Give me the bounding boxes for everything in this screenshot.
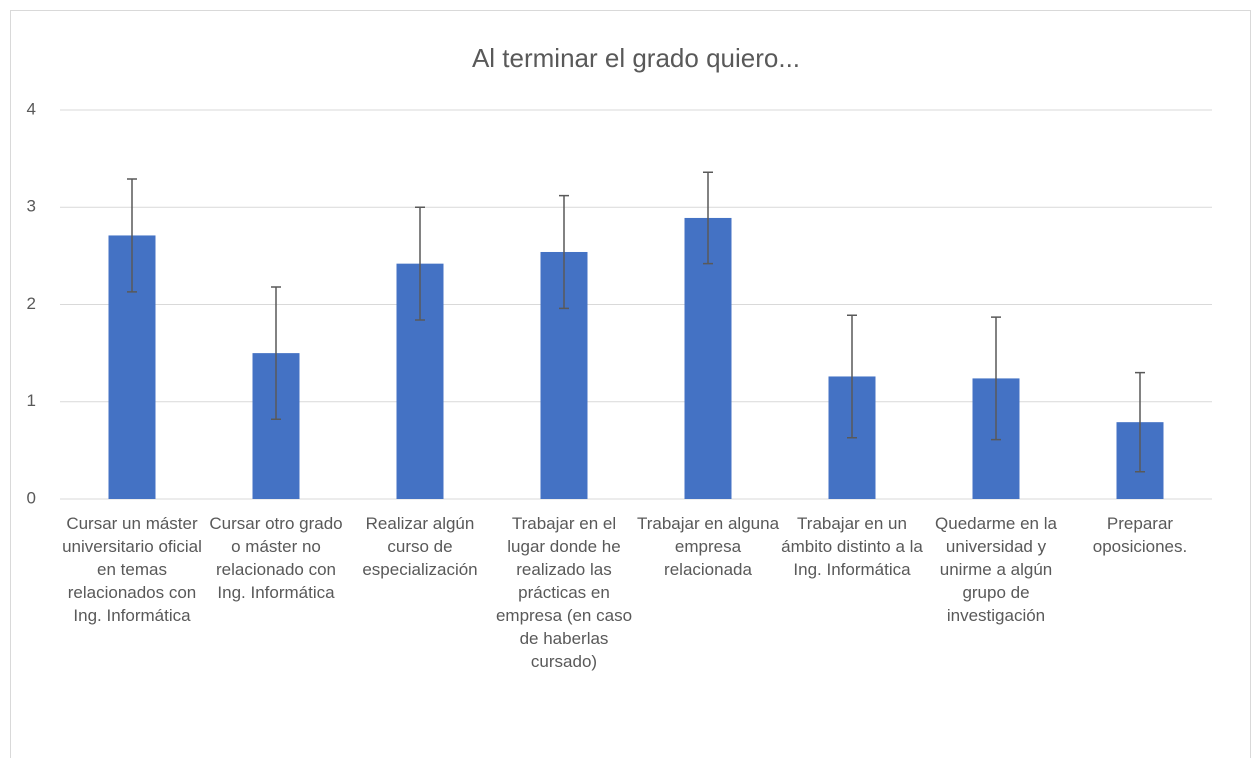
error-bar [703,171,713,265]
y-tick-label: 4 [27,99,36,118]
x-tick-label: Trabajar en un ámbito distinto a la Ing.… [781,514,923,579]
y-tick-label: 0 [27,488,36,507]
x-tick-label: Cursar otro grado o máster no relacionad… [209,514,343,602]
y-tick-label: 1 [27,391,36,410]
chart-title: Al terminar el grado quiero... [472,43,800,73]
x-tick-label: Realizar algún curso de especialización [362,514,478,579]
error-bar [991,316,1001,441]
error-bar [415,206,425,321]
x-tick-label: Cursar un máster universitario oficial e… [62,514,202,625]
error-bar [1135,371,1145,473]
error-bar [559,194,569,310]
error-bar [127,178,137,293]
chart-border [10,10,1251,758]
error-bar [271,286,281,421]
error-bar [847,314,857,439]
x-tick-label: Trabajar en alguna empresa relacionada [636,514,780,579]
x-tick-label: Trabajar en el lugar donde he realizado … [495,514,633,671]
x-tick-label: Quedarme en la universidad y unirme a al… [935,514,1057,625]
y-tick-label: 2 [27,294,36,313]
x-tick-label: Preparar oposiciones. [1092,514,1188,556]
y-tick-label: 3 [27,197,36,216]
bar [684,217,732,499]
